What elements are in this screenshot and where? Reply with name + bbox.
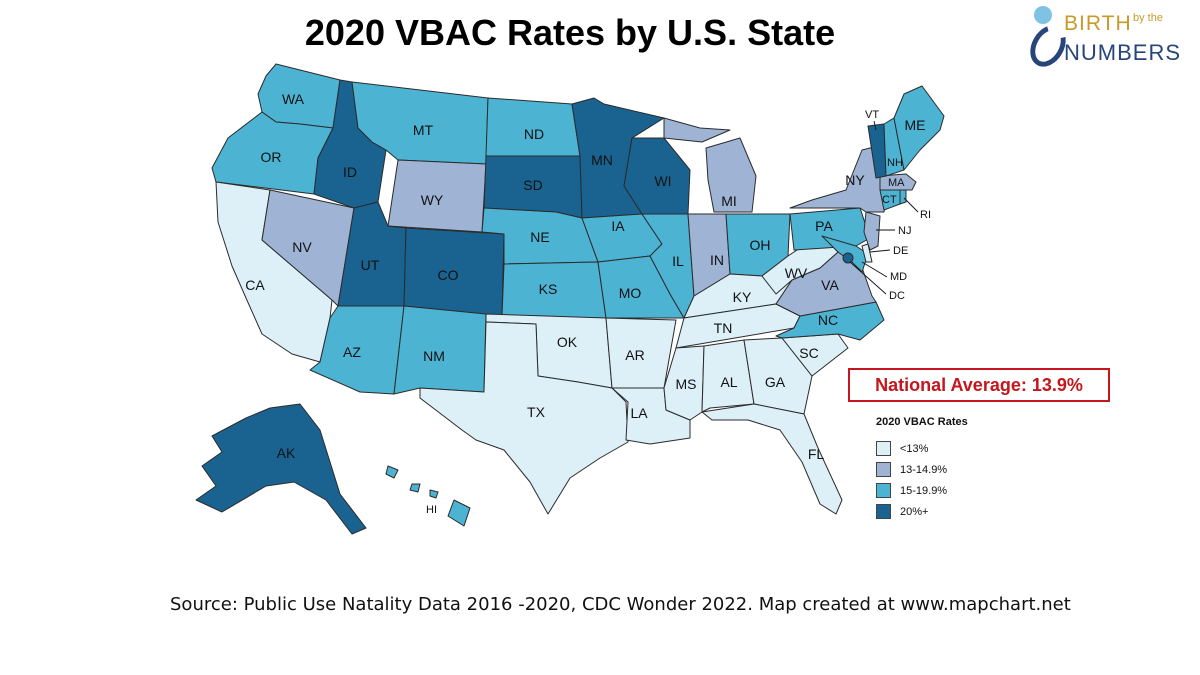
birth-by-the-numbers-logo: BIRTH by the NUMBERS bbox=[1023, 4, 1186, 74]
state-ri bbox=[899, 189, 907, 205]
state-pa bbox=[789, 207, 871, 251]
legend-item: 15-19.9% bbox=[876, 480, 968, 501]
state-al bbox=[701, 339, 755, 413]
state-label-dc: DC bbox=[889, 290, 905, 302]
state-label-me: ME bbox=[905, 117, 926, 133]
state-label-ks: KS bbox=[539, 281, 558, 297]
state-label-ct: CT bbox=[882, 194, 897, 206]
state-label-ak: AK bbox=[277, 445, 296, 461]
legend-swatch bbox=[876, 483, 891, 498]
state-nc bbox=[775, 301, 885, 341]
state-label-md: MD bbox=[890, 271, 907, 283]
state-label-co: CO bbox=[438, 267, 459, 283]
state-label-wy: WY bbox=[421, 192, 444, 208]
state-label-sc: SC bbox=[799, 345, 818, 361]
legend-swatch bbox=[876, 441, 891, 456]
state-label-fl: FL bbox=[808, 446, 825, 462]
leader-vt bbox=[873, 120, 877, 131]
state-mi-upper bbox=[663, 117, 731, 143]
state-label-hi: HI bbox=[426, 504, 437, 516]
state-mi bbox=[705, 137, 757, 213]
state-de bbox=[861, 243, 873, 263]
state-label-ga: GA bbox=[765, 374, 786, 390]
state-fl bbox=[701, 403, 843, 515]
state-label-ms: MS bbox=[676, 376, 697, 392]
state-me bbox=[893, 85, 945, 171]
state-label-nv: NV bbox=[292, 239, 312, 255]
state-label-de: DE bbox=[893, 245, 908, 257]
state-label-wa: WA bbox=[282, 91, 305, 107]
legend-item: 20%+ bbox=[876, 501, 968, 522]
map-title: 2020 VBAC Rates by U.S. State bbox=[304, 12, 836, 53]
legend-label: 15-19.9% bbox=[900, 484, 948, 497]
state-dc bbox=[842, 252, 854, 264]
legend-label: 20%+ bbox=[900, 505, 929, 518]
state-label-va: VA bbox=[821, 277, 839, 293]
leader-de bbox=[869, 249, 891, 253]
legend-swatch bbox=[876, 504, 891, 519]
state-label-ri: RI bbox=[920, 209, 931, 221]
logo-dot-icon bbox=[1034, 6, 1052, 24]
state-label-wv: WV bbox=[785, 265, 808, 281]
state-label-nm: NM bbox=[423, 348, 445, 364]
state-label-mn: MN bbox=[591, 152, 613, 168]
state-label-mi: MI bbox=[721, 193, 737, 209]
state-label-mt: MT bbox=[413, 122, 434, 138]
legend-item: 13-14.9% bbox=[876, 459, 968, 480]
state-label-nj: NJ bbox=[898, 225, 911, 237]
logo-word-birth: BIRTH bbox=[1064, 12, 1132, 35]
state-label-oh: OH bbox=[750, 237, 771, 253]
state-label-la: LA bbox=[630, 405, 648, 421]
state-label-tn: TN bbox=[714, 320, 733, 336]
state-nv bbox=[261, 189, 355, 307]
state-label-il: IL bbox=[672, 253, 684, 269]
state-hi bbox=[385, 465, 471, 527]
national-average-box: National Average: 13.9% bbox=[848, 368, 1110, 402]
state-label-sd: SD bbox=[523, 177, 542, 193]
legend-title: 2020 VBAC Rates bbox=[876, 416, 968, 428]
state-label-mo: MO bbox=[619, 285, 642, 301]
state-ma bbox=[879, 173, 917, 191]
state-label-ut: UT bbox=[361, 257, 380, 273]
state-tx bbox=[419, 321, 629, 515]
leader-md bbox=[861, 261, 888, 278]
legend-swatch bbox=[876, 462, 891, 477]
state-label-or: OR bbox=[261, 149, 282, 165]
state-ga bbox=[743, 337, 813, 415]
state-label-pa: PA bbox=[815, 218, 833, 234]
state-label-nd: ND bbox=[524, 126, 544, 142]
state-label-nc: NC bbox=[818, 312, 838, 328]
state-label-wi: WI bbox=[654, 173, 671, 189]
state-ak bbox=[195, 403, 367, 535]
state-label-tx: TX bbox=[527, 404, 546, 420]
state-label-ia: IA bbox=[611, 218, 625, 234]
source-note: Source: Public Use Natality Data 2016 -2… bbox=[170, 594, 1071, 615]
legend-label: <13% bbox=[900, 442, 929, 455]
leader-ri bbox=[903, 197, 919, 213]
state-label-ar: AR bbox=[625, 347, 644, 363]
logo-word-bythe: by the bbox=[1133, 12, 1163, 24]
state-label-nh: NH bbox=[887, 157, 903, 169]
leader-dc bbox=[849, 261, 887, 295]
state-label-al: AL bbox=[720, 374, 737, 390]
state-label-ne: NE bbox=[530, 229, 549, 245]
state-label-ny: NY bbox=[845, 172, 865, 188]
legend-label: 13-14.9% bbox=[900, 463, 948, 476]
logo-word-numbers: NUMBERS bbox=[1064, 40, 1182, 65]
state-label-ky: KY bbox=[733, 289, 752, 305]
map-legend: 2020 VBAC Rates <13% 13-14.9% 15-19.9% 2… bbox=[876, 416, 968, 522]
state-label-az: AZ bbox=[343, 344, 361, 360]
state-label-ok: OK bbox=[557, 334, 578, 350]
state-label-ma: MA bbox=[888, 177, 905, 189]
state-label-id: ID bbox=[343, 164, 357, 180]
state-label-vt: VT bbox=[865, 109, 879, 121]
state-nj bbox=[863, 211, 881, 251]
state-label-in: IN bbox=[710, 252, 724, 268]
state-label-ca: CA bbox=[245, 277, 265, 293]
legend-item: <13% bbox=[876, 438, 968, 459]
